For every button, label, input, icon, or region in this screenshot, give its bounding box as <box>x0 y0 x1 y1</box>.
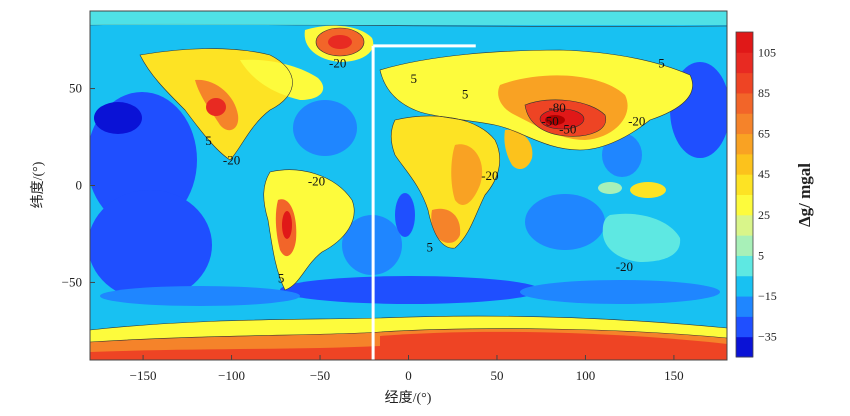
colorbar-segment <box>736 52 753 74</box>
contour-label: -80 <box>548 100 565 115</box>
canada-shield <box>240 59 324 100</box>
colorbar-tick-label: 5 <box>758 248 764 262</box>
colorbar-tick-label: −15 <box>758 289 777 303</box>
colorbar-segment <box>736 296 753 317</box>
arctic-band <box>90 11 727 25</box>
rockies-peak <box>206 98 226 116</box>
x-tick-label: −50 <box>310 368 330 383</box>
contour-line-d <box>390 115 500 249</box>
southern-ocean-band-b <box>520 280 720 304</box>
y-tick-label: 0 <box>76 178 83 193</box>
contour-line-a <box>139 48 293 161</box>
andes-peak <box>282 211 292 239</box>
x-tick-label: 150 <box>664 368 684 383</box>
colorbar-segment <box>736 255 753 277</box>
contour-label: -20 <box>223 152 240 167</box>
contour-label: -20 <box>308 174 325 189</box>
colorbar-segment <box>736 153 753 175</box>
south-africa-high <box>431 208 461 243</box>
y-tick-label: 50 <box>69 81 82 96</box>
x-tick-label: −150 <box>130 368 157 383</box>
colorbar-tick-label: 105 <box>758 45 776 59</box>
australia-landmass <box>602 213 681 262</box>
y-tick-label: −50 <box>62 274 82 289</box>
contour-label: 5 <box>205 133 212 148</box>
x-axis: −150 −100 −50 0 50 100 150 <box>130 355 684 383</box>
contour-label: -50 <box>559 121 576 136</box>
contour-label: -20 <box>481 168 498 183</box>
x-tick-label: 0 <box>405 368 412 383</box>
indonesia-low <box>598 182 622 194</box>
colorbar-segment <box>736 92 753 114</box>
contour-label: 5 <box>411 71 418 86</box>
x-tick-label: −100 <box>218 368 245 383</box>
y-axis-title: 纬度/(°) <box>30 161 46 208</box>
contour-line-f <box>539 108 585 130</box>
colorbar-segment <box>736 194 753 216</box>
colorbar-segment <box>736 235 753 256</box>
contour-label: 5 <box>462 86 469 101</box>
atlantic-north-basin <box>293 100 357 156</box>
contour-label: -50 <box>541 114 558 129</box>
antarctica-high <box>380 331 727 360</box>
new-guinea-high <box>630 182 666 198</box>
colorbar-segment <box>736 72 753 94</box>
x-tick-label: 50 <box>490 368 503 383</box>
tibet-core <box>545 115 565 125</box>
colorbar-segment <box>736 316 753 338</box>
east-asia-trough <box>602 133 642 177</box>
contour-line-b <box>263 169 355 291</box>
colorbar-segment <box>736 174 753 195</box>
contour-label: -20 <box>329 55 346 70</box>
contour-lines <box>90 23 727 343</box>
x-tick-label: 100 <box>576 368 596 383</box>
colorbar-title: Δg/ mgal <box>795 163 814 227</box>
contour-line-e <box>524 99 607 137</box>
contour-line-g <box>315 27 365 57</box>
contour-line-h <box>90 315 727 331</box>
colorbar-segment <box>736 113 753 135</box>
colorbar-tick-label: 25 <box>758 208 770 222</box>
pacific-deep <box>94 102 142 134</box>
southern-ocean-band-a <box>280 276 540 304</box>
colorbar-tick-label: −35 <box>758 330 777 344</box>
y-axis: 50 0 −50 <box>62 81 95 289</box>
southern-ocean-band-c <box>100 286 300 306</box>
colorbar-segment <box>736 275 753 297</box>
contour-label: -20 <box>616 259 633 274</box>
contour-line-c <box>379 49 693 151</box>
x-axis-title: 经度/(°) <box>385 390 432 406</box>
colorbar-tick-label: 45 <box>758 167 770 181</box>
antarctica-west-high <box>90 346 380 360</box>
colorbar-frame <box>735 31 754 358</box>
colorbar-segment <box>736 133 753 155</box>
colorbar: 105 85 65 45 25 5 −15 −35 <box>735 31 777 358</box>
contour-label: 5 <box>658 55 665 70</box>
greenland-peak <box>328 35 352 49</box>
contour-label: 5 <box>278 271 285 286</box>
colorbar-segment <box>736 214 753 236</box>
india-landmass <box>504 129 533 170</box>
contour-label: -20 <box>628 114 645 129</box>
indian-ocean-basin <box>525 194 605 250</box>
contour-line-i <box>90 328 727 343</box>
contour-label: 5 <box>426 240 433 255</box>
colorbar-tick-label: 85 <box>758 86 770 100</box>
east-africa-high <box>451 144 483 205</box>
colorbar-tick-label: 65 <box>758 127 770 141</box>
south-america-landmass <box>263 169 355 290</box>
colorbar-segment <box>736 32 753 53</box>
colorbar-segment <box>736 336 753 358</box>
pacific-south-basin <box>90 190 212 300</box>
west-atlantic-trench <box>395 193 415 237</box>
